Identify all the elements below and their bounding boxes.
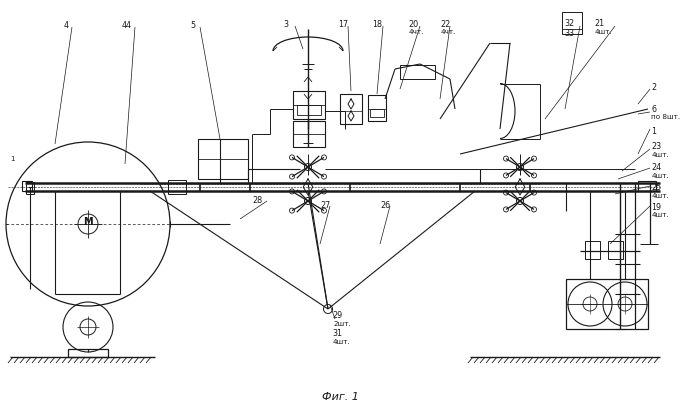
Text: 4чт.: 4чт. (409, 29, 424, 35)
Text: 28: 28 (252, 196, 262, 204)
Text: M: M (83, 217, 93, 227)
Text: 32: 32 (564, 18, 574, 28)
Bar (566, 279, 648, 329)
Text: 2шт.: 2шт. (333, 321, 351, 327)
Text: 4шт.: 4шт. (652, 193, 670, 199)
Text: 27: 27 (320, 201, 330, 210)
Bar (340, 94, 362, 124)
Bar (608, 241, 623, 259)
Text: 4шт.: 4шт. (595, 29, 613, 35)
Text: 44: 44 (122, 21, 132, 29)
Text: 4шт.: 4шт. (652, 152, 670, 158)
Text: Фиг. 1: Фиг. 1 (322, 392, 359, 402)
Text: 26: 26 (380, 201, 390, 210)
Text: 1: 1 (651, 127, 656, 135)
Text: 2: 2 (651, 83, 656, 91)
Text: 5: 5 (190, 21, 195, 29)
Bar (562, 12, 582, 34)
Text: 29: 29 (332, 310, 343, 320)
Text: 20: 20 (408, 20, 418, 28)
Bar (22, 181, 32, 191)
Bar (585, 241, 600, 259)
Text: 25: 25 (651, 183, 661, 191)
Text: 4шт.: 4шт. (333, 339, 351, 345)
Text: 1: 1 (10, 156, 15, 162)
Bar (370, 109, 384, 117)
Text: 24: 24 (651, 163, 661, 171)
Bar (368, 95, 386, 121)
Bar (68, 349, 108, 357)
Text: 33: 33 (564, 28, 574, 37)
Text: 17: 17 (338, 20, 348, 28)
Text: 19: 19 (651, 202, 661, 212)
Bar (26, 182, 34, 194)
Text: 23: 23 (651, 142, 661, 150)
Bar (400, 65, 435, 79)
Text: 4: 4 (64, 21, 69, 29)
Text: 31: 31 (332, 328, 342, 337)
Text: 4шт.: 4шт. (652, 212, 670, 218)
Text: 22: 22 (440, 20, 450, 28)
Text: 4чт.: 4чт. (441, 29, 456, 35)
Text: 3: 3 (283, 20, 288, 28)
Text: 21: 21 (594, 18, 604, 28)
Bar (638, 181, 656, 191)
Bar (168, 180, 186, 194)
Text: 4шт.: 4шт. (652, 173, 670, 179)
Text: 6: 6 (651, 104, 656, 114)
Text: по 8шт.: по 8шт. (651, 114, 680, 120)
Bar (297, 105, 321, 115)
Bar (293, 121, 325, 147)
Bar (198, 139, 248, 179)
Text: 18: 18 (372, 20, 382, 28)
Bar (293, 91, 325, 119)
